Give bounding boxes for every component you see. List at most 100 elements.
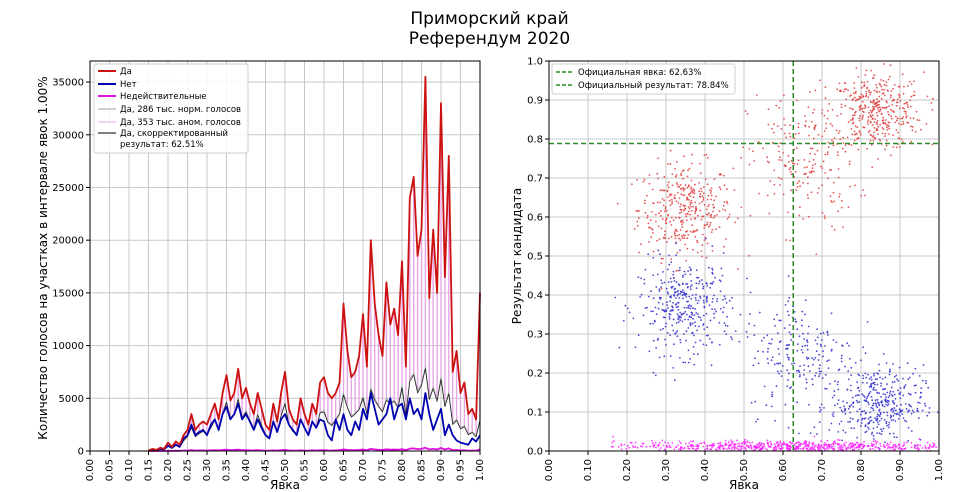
legend-yes-label: Да	[120, 67, 132, 77]
scatter-point	[638, 210, 640, 212]
scatter-point	[808, 171, 811, 174]
scatter-point	[655, 286, 658, 288]
scatter-point	[893, 436, 896, 438]
scatter-point	[768, 212, 771, 215]
scatter-point	[810, 191, 813, 194]
scatter-point	[664, 237, 667, 240]
scatter-point	[876, 417, 879, 420]
scatter-point	[675, 322, 678, 324]
scatter-point	[864, 412, 867, 415]
scatter-point	[878, 408, 881, 411]
scatter-point	[892, 409, 895, 412]
scatter-point	[709, 319, 712, 322]
scatter-point	[879, 411, 882, 414]
scatter-point	[776, 441, 779, 444]
scatter-point	[892, 414, 895, 417]
scatter-point	[885, 403, 888, 406]
right-x-tick-label: 0.30	[661, 459, 672, 481]
scatter-point	[689, 192, 692, 195]
scatter-point	[821, 339, 823, 341]
scatter-point	[797, 369, 800, 372]
scatter-point	[674, 168, 676, 170]
scatter-point	[840, 444, 843, 446]
scatter-point	[890, 108, 892, 111]
scatter-point	[807, 444, 810, 447]
scatter-point	[652, 257, 655, 259]
scatter-point	[865, 93, 868, 95]
scatter-point	[887, 125, 890, 128]
scatter-point	[646, 214, 649, 217]
scatter-point	[670, 286, 673, 288]
scatter-point	[760, 448, 762, 451]
scatter-point	[900, 447, 903, 450]
scatter-point	[820, 345, 822, 348]
scatter-point	[711, 446, 713, 449]
scatter-point	[657, 337, 659, 340]
scatter-point	[746, 336, 749, 338]
scatter-point	[861, 81, 863, 84]
scatter-point	[872, 443, 874, 446]
scatter-point	[814, 449, 817, 451]
scatter-point	[886, 444, 888, 446]
scatter-point	[677, 202, 680, 204]
scatter-point	[883, 63, 885, 65]
scatter-point	[834, 442, 837, 445]
scatter-point	[847, 407, 850, 410]
scatter-point	[679, 229, 682, 232]
scatter-point	[860, 104, 862, 107]
scatter-point	[856, 410, 859, 413]
scatter-point	[659, 214, 662, 217]
scatter-point	[702, 285, 705, 288]
scatter-point	[652, 445, 655, 448]
scatter-point	[736, 448, 739, 450]
scatter-point	[812, 159, 815, 161]
scatter-point	[925, 380, 927, 382]
scatter-point	[832, 144, 835, 147]
scatter-point	[788, 132, 791, 135]
scatter-point	[856, 401, 859, 404]
scatter-point	[804, 115, 806, 117]
scatter-point	[837, 447, 840, 449]
scatter-point	[695, 293, 697, 296]
scatter-point	[875, 403, 878, 405]
scatter-point	[870, 116, 873, 118]
scatter-point	[849, 107, 851, 109]
scatter-point	[675, 242, 677, 245]
scatter-point	[700, 319, 702, 321]
scatter-point	[662, 327, 664, 330]
scatter-point	[902, 120, 904, 123]
scatter-point	[745, 330, 748, 333]
scatter-point	[666, 268, 669, 271]
scatter-point	[819, 79, 821, 82]
scatter-point	[691, 294, 694, 296]
scatter-point	[864, 372, 867, 375]
scatter-point	[811, 378, 814, 381]
scatter-point	[734, 445, 736, 448]
scatter-point	[921, 409, 924, 412]
scatter-point	[677, 321, 680, 323]
scatter-point	[851, 133, 853, 136]
scatter-point	[726, 448, 728, 450]
right-x-tick-label: 0.10	[583, 459, 594, 481]
scatter-point	[839, 138, 842, 141]
scatter-point	[789, 387, 791, 390]
scatter-point	[861, 410, 864, 413]
scatter-point	[700, 190, 703, 193]
scatter-point	[711, 341, 713, 344]
scatter-point	[882, 122, 884, 125]
scatter-point	[880, 385, 882, 387]
scatter-point	[830, 200, 833, 202]
scatter-point	[881, 127, 884, 129]
scatter-point	[696, 251, 699, 254]
scatter-point	[829, 195, 832, 198]
scatter-point	[686, 306, 688, 309]
scatter-point	[869, 93, 872, 96]
scatter-point	[775, 448, 778, 451]
right-y-tick-label: 0.0	[527, 447, 543, 458]
scatter-point	[883, 405, 886, 408]
scatter-point	[685, 230, 687, 233]
scatter-point	[823, 215, 826, 217]
scatter-point	[862, 394, 865, 397]
scatter-point	[816, 343, 819, 345]
scatter-point	[799, 365, 801, 367]
